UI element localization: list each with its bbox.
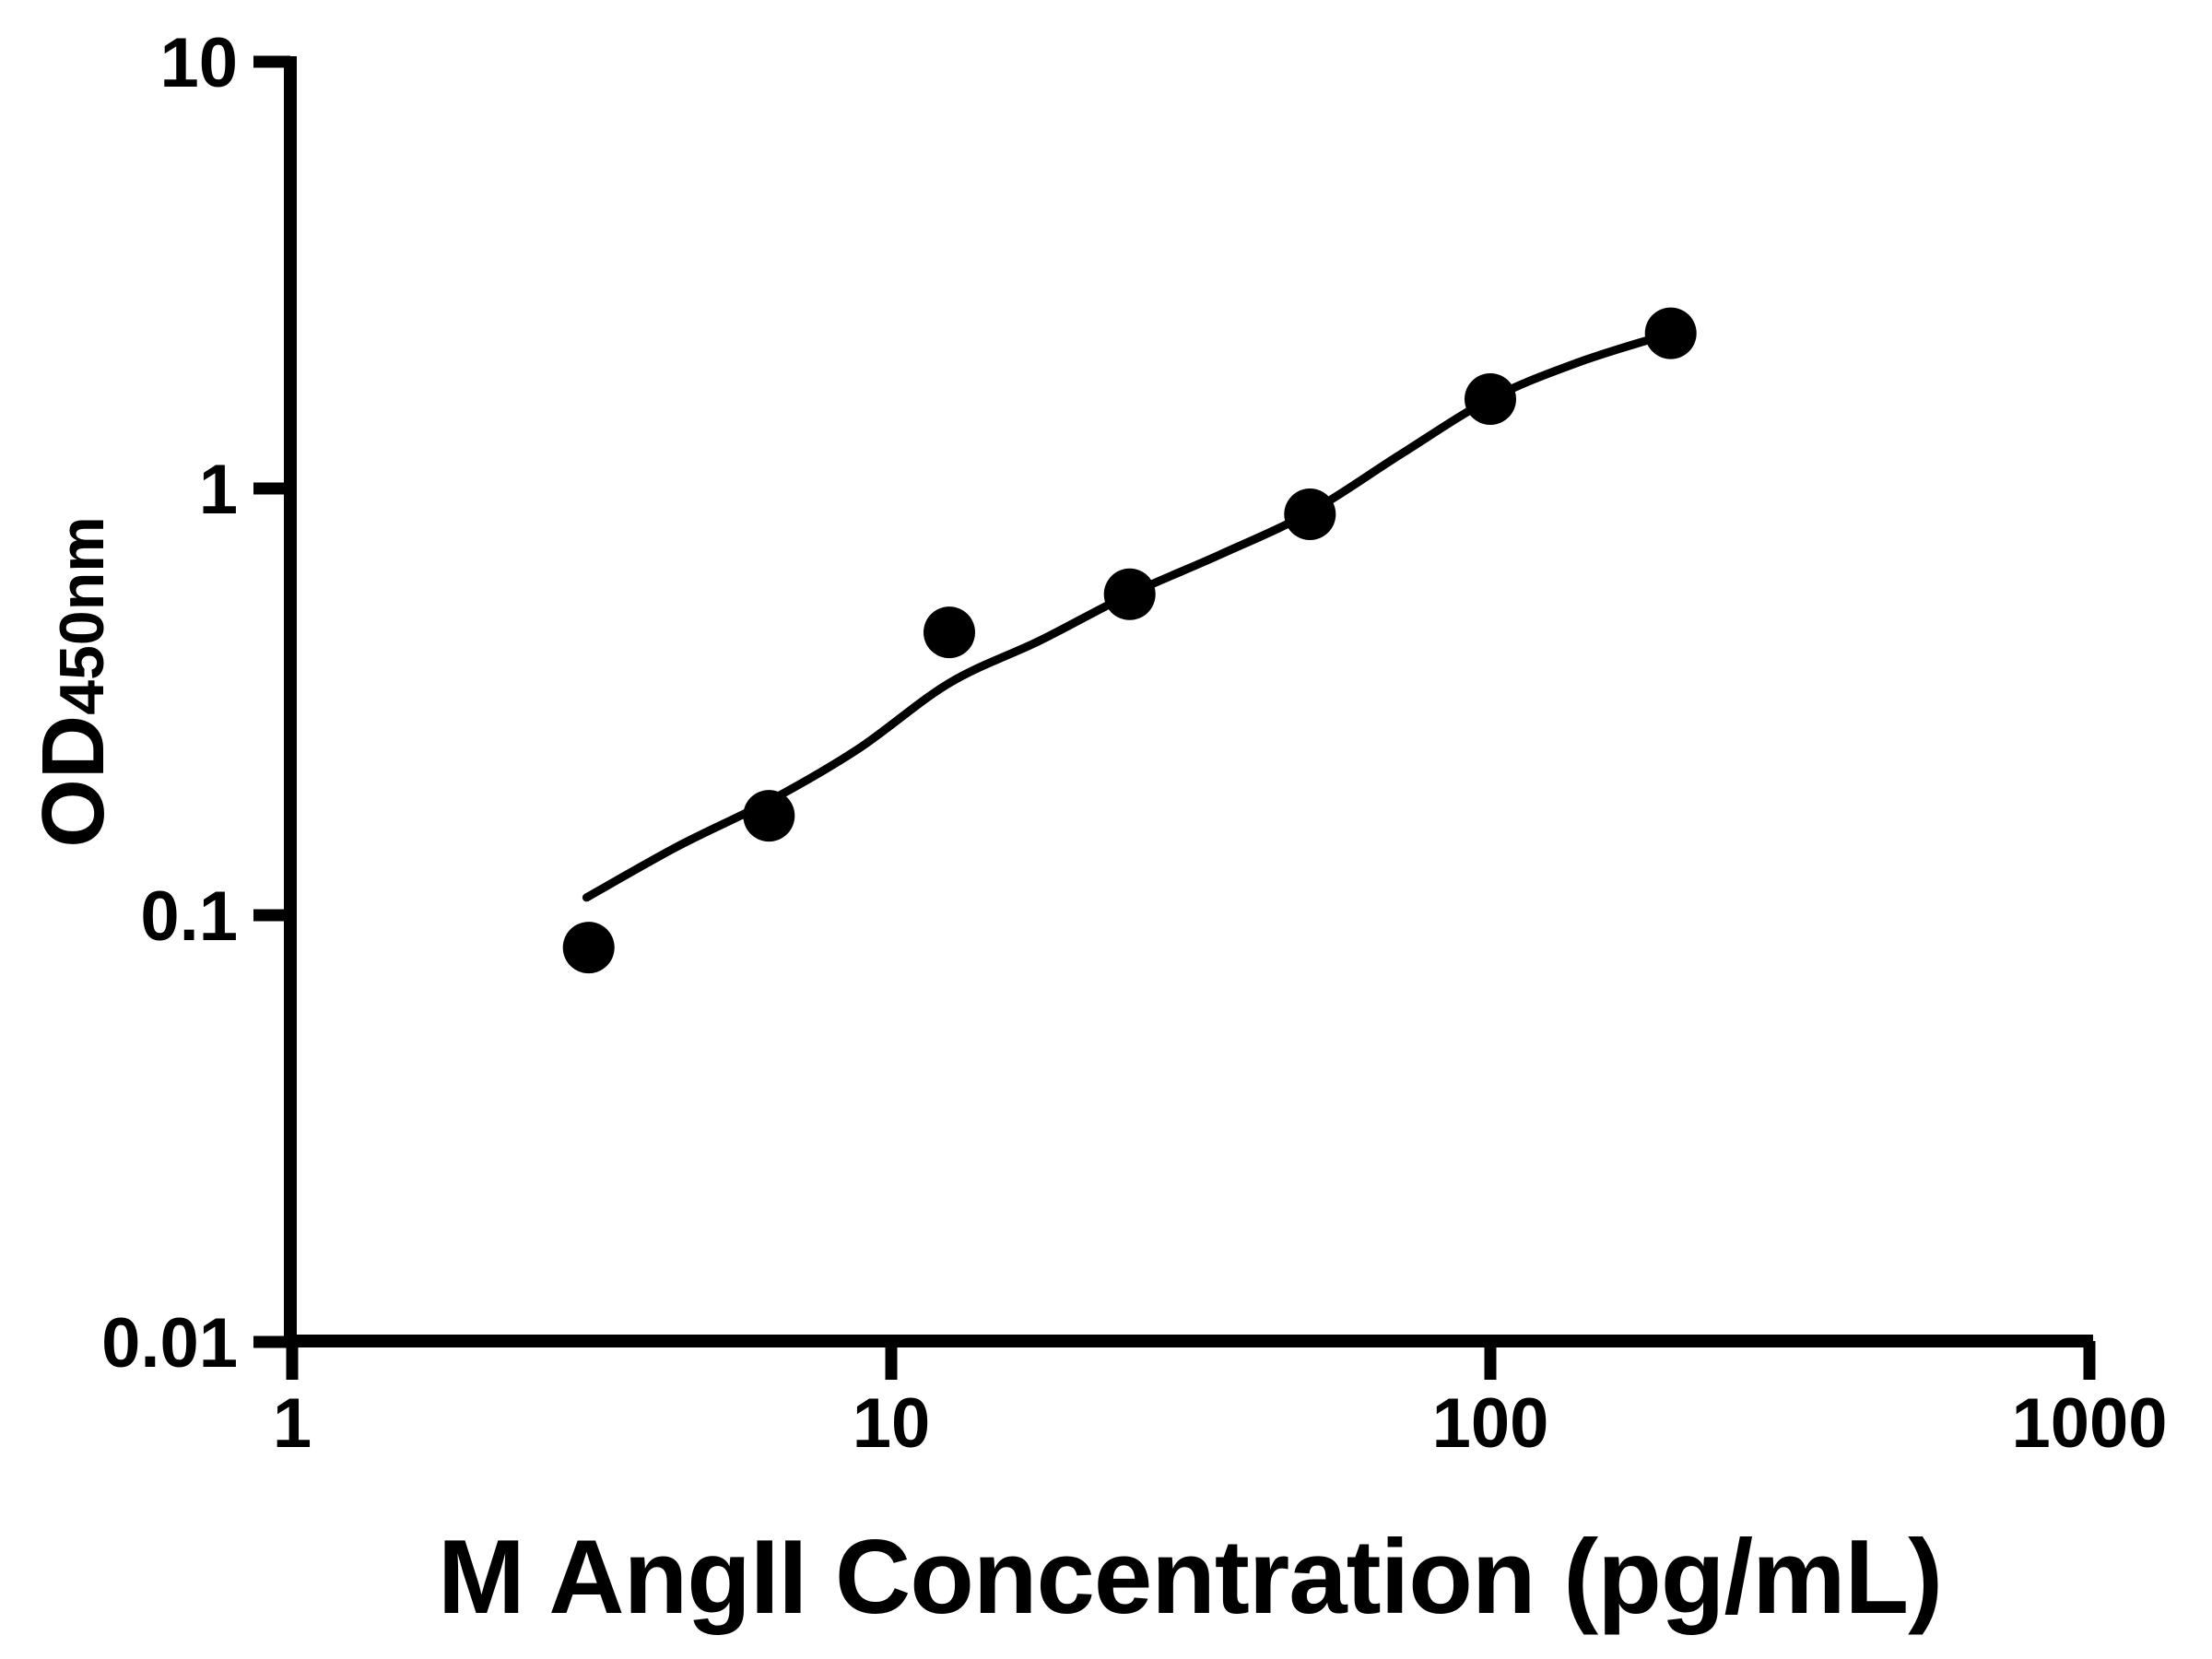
axes [284, 56, 2093, 1347]
y-tick-label: 10 [159, 24, 238, 102]
axis-tick-labels: 1 10 100 1000 10 1 0.1 0.01 [101, 24, 2167, 1463]
data-point [1284, 488, 1336, 540]
y-axis-title-main: OD [24, 714, 123, 848]
y-tick-label: 1 [199, 451, 238, 529]
data-point [1103, 568, 1156, 620]
x-tick-label: 10 [853, 1384, 931, 1463]
axis-ticks [253, 55, 2096, 1380]
x-tick-label: 100 [1432, 1384, 1549, 1463]
y-tick-label: 0.1 [140, 877, 238, 956]
x-tick-label: 1 [273, 1384, 312, 1463]
x-tick-label: 1000 [2011, 1384, 2167, 1463]
data-point [924, 606, 975, 659]
data-point [1644, 307, 1697, 359]
y-axis-title-subscript: 450nm [47, 516, 117, 715]
y-tick-label: 0.01 [101, 1304, 238, 1382]
data-point [743, 790, 795, 842]
data-point [562, 922, 615, 974]
data-point [1465, 373, 1516, 425]
data-points-group [562, 307, 1697, 974]
x-axis-title: M AngII Concentration (pg/mL) [437, 1519, 1943, 1636]
y-axis-title: OD 450nm [23, 516, 124, 847]
